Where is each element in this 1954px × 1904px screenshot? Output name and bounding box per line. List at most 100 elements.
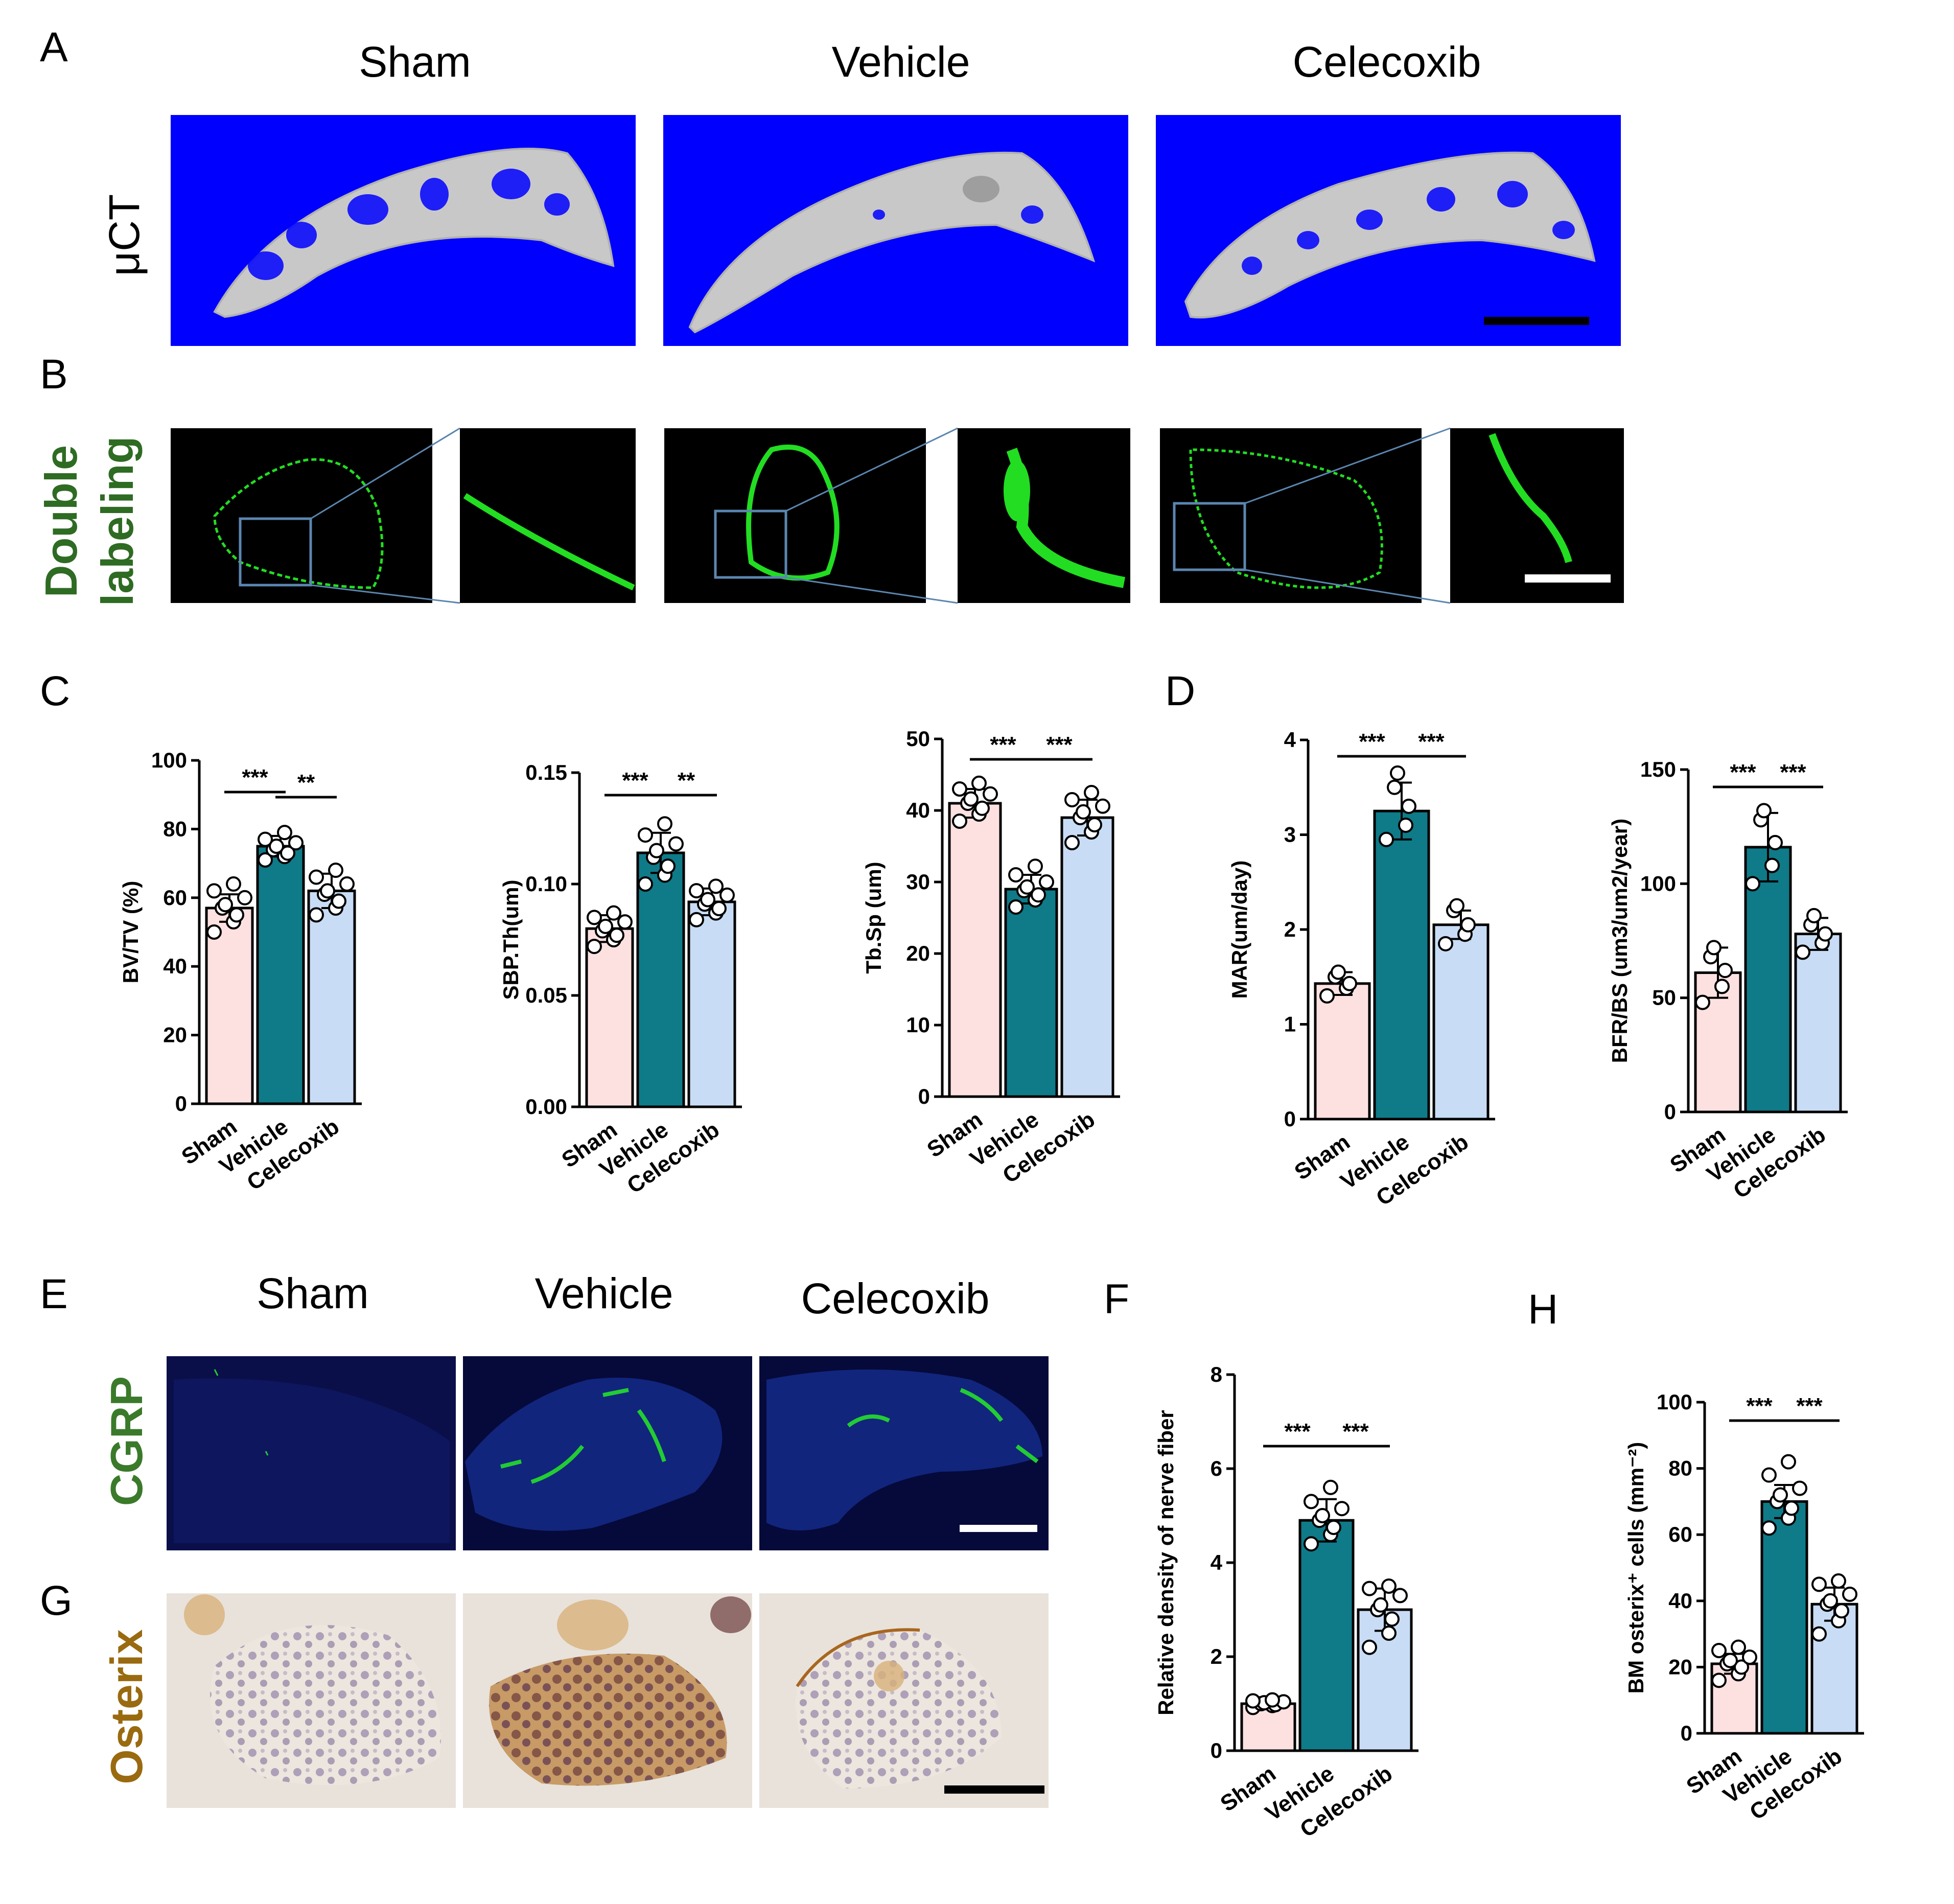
bar-sham bbox=[585, 927, 634, 1108]
bar-sham bbox=[1314, 982, 1371, 1121]
significance-label: *** bbox=[1342, 1419, 1369, 1444]
data-point bbox=[1319, 988, 1335, 1004]
panel-label-d: D bbox=[1165, 668, 1195, 714]
data-point bbox=[1842, 1586, 1857, 1602]
data-point bbox=[331, 893, 346, 909]
data-point bbox=[1084, 785, 1099, 800]
scale-bar-g bbox=[944, 1785, 1044, 1794]
data-point bbox=[1723, 1653, 1738, 1668]
significance-label: *** bbox=[622, 768, 648, 793]
significance-label: *** bbox=[1284, 1419, 1311, 1444]
y-tick-label: 100 bbox=[1657, 1390, 1692, 1414]
y-axis-title: Tb.Sp (um) bbox=[862, 862, 886, 973]
y-tick-label: 0.00 bbox=[525, 1095, 567, 1119]
y-tick-label: 50 bbox=[906, 727, 930, 751]
data-point bbox=[963, 791, 979, 807]
data-point bbox=[1064, 835, 1080, 850]
y-tick-label: 0.15 bbox=[525, 760, 567, 784]
y-axis-title: BFR/BS (um3/um2/year) bbox=[1608, 819, 1632, 1063]
data-point bbox=[1731, 1639, 1746, 1655]
osterix-image-vehicle bbox=[463, 1593, 752, 1808]
cgrp-image-celecoxib bbox=[759, 1356, 1049, 1550]
y-tick-label: 20 bbox=[1668, 1655, 1692, 1679]
data-point bbox=[1811, 1576, 1827, 1592]
data-point bbox=[1245, 1693, 1261, 1709]
y-tick-label: 10 bbox=[906, 1013, 930, 1037]
data-point bbox=[226, 876, 241, 892]
data-point bbox=[1714, 979, 1730, 994]
y-tick-label: 6 bbox=[1211, 1456, 1222, 1480]
data-point bbox=[237, 890, 252, 905]
data-point bbox=[1811, 1626, 1827, 1642]
y-tick-label: 0 bbox=[918, 1084, 930, 1108]
significance-label: *** bbox=[1746, 1394, 1773, 1419]
data-point bbox=[1781, 1454, 1796, 1470]
group-heading-vehicle: Vehicle bbox=[832, 38, 970, 86]
y-tick-label: 40 bbox=[906, 798, 930, 822]
data-point bbox=[1449, 898, 1464, 914]
scale-bar-e bbox=[960, 1525, 1037, 1532]
data-point bbox=[1795, 944, 1810, 960]
data-point bbox=[1379, 831, 1394, 847]
y-tick-label: 2 bbox=[1284, 917, 1296, 941]
data-point bbox=[1717, 963, 1733, 979]
data-point bbox=[1381, 1626, 1397, 1641]
data-point bbox=[1745, 876, 1760, 892]
cgrp-image-sham bbox=[167, 1356, 456, 1550]
data-point bbox=[320, 883, 335, 899]
y-tick-label: 20 bbox=[163, 1023, 187, 1047]
y-tick-label: 100 bbox=[1640, 871, 1676, 895]
data-point bbox=[668, 836, 684, 852]
significance-label: *** bbox=[1780, 760, 1806, 785]
data-point bbox=[689, 883, 704, 899]
data-point bbox=[1381, 1578, 1397, 1594]
y-tick-label: 1 bbox=[1284, 1012, 1296, 1036]
data-point bbox=[1304, 1494, 1319, 1510]
data-point bbox=[638, 876, 653, 892]
y-tick-label: 20 bbox=[906, 941, 930, 965]
data-point bbox=[1362, 1581, 1377, 1596]
significance-label: *** bbox=[242, 765, 268, 790]
panel-label-e: E bbox=[40, 1271, 68, 1317]
data-point bbox=[280, 845, 295, 861]
data-point bbox=[1792, 1480, 1807, 1496]
data-point bbox=[711, 900, 727, 916]
data-point bbox=[952, 814, 967, 829]
data-point bbox=[660, 858, 676, 874]
significance-label: *** bbox=[1046, 732, 1073, 757]
data-point bbox=[309, 869, 324, 885]
significance-label: *** bbox=[990, 732, 1016, 757]
data-point bbox=[339, 876, 355, 892]
data-point bbox=[1087, 817, 1102, 832]
group-heading-e-sham: Sham bbox=[257, 1269, 368, 1317]
cgrp-image-vehicle bbox=[463, 1356, 752, 1550]
svg-text:labeling: labeling bbox=[92, 436, 143, 607]
data-point bbox=[1028, 858, 1043, 874]
data-point bbox=[1767, 834, 1783, 850]
bar-vehicle bbox=[636, 851, 685, 1108]
data-point bbox=[1761, 1520, 1777, 1536]
significance-label: *** bbox=[1418, 729, 1445, 754]
data-point bbox=[1031, 887, 1046, 903]
uct-image-sham bbox=[171, 115, 636, 346]
y-tick-label: 60 bbox=[1668, 1522, 1692, 1546]
bar-celecoxib bbox=[307, 889, 356, 1105]
data-point bbox=[1265, 1692, 1280, 1708]
panel-label-h: H bbox=[1528, 1286, 1558, 1333]
data-point bbox=[649, 843, 664, 858]
row-label-cgrp: CGRP bbox=[101, 1376, 152, 1506]
y-tick-label: 40 bbox=[163, 954, 187, 978]
data-point bbox=[617, 914, 633, 930]
data-point bbox=[1315, 1508, 1330, 1523]
bar-celecoxib bbox=[1060, 816, 1114, 1098]
y-tick-label: 150 bbox=[1640, 757, 1676, 781]
bar-vehicle bbox=[1298, 1519, 1355, 1752]
data-point bbox=[1695, 994, 1710, 1010]
data-point bbox=[1326, 1520, 1341, 1535]
data-point bbox=[657, 816, 672, 832]
row-label-uct: μCT bbox=[100, 194, 148, 276]
